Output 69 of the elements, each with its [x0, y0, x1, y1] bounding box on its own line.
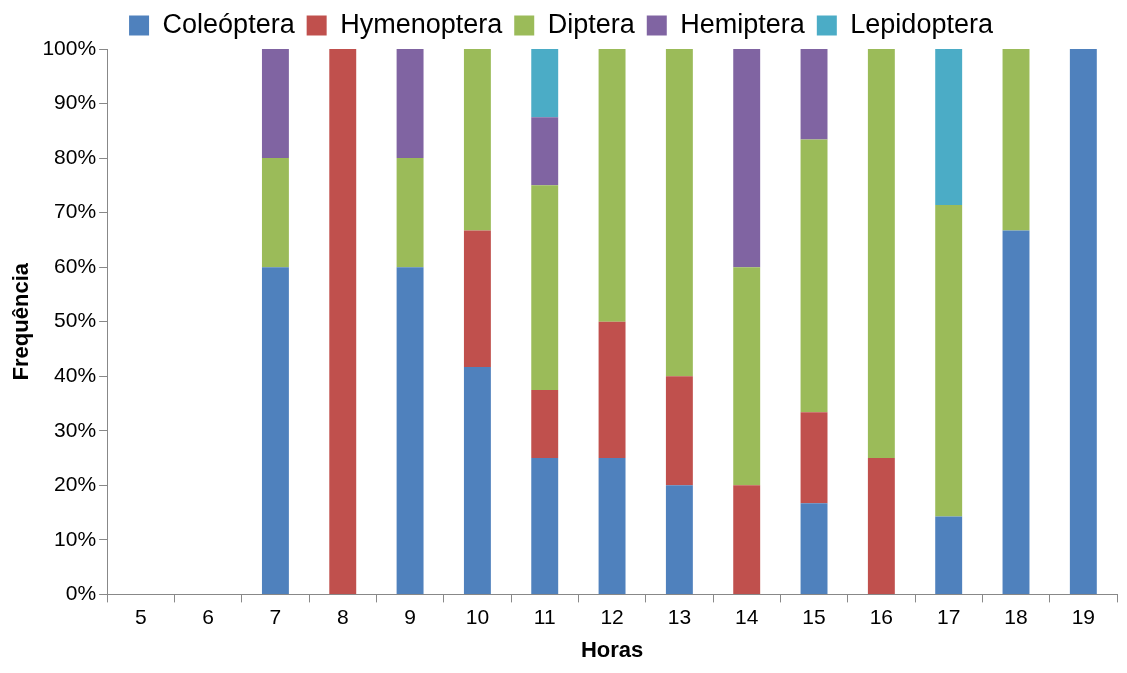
x-tick-label: 19: [1071, 604, 1096, 628]
y-tick-label: 30%: [54, 417, 97, 441]
x-tick-label: 8: [336, 604, 349, 628]
y-tick-label: 60%: [54, 253, 97, 277]
bar: [463, 366, 491, 594]
bar: [261, 158, 289, 268]
x-tick-label: 5: [134, 604, 147, 628]
x-tick-label: 15: [802, 604, 826, 628]
bar: [665, 376, 693, 486]
bar: [1069, 49, 1097, 594]
bar: [261, 49, 289, 159]
x-tick-label: 6: [202, 604, 214, 628]
bar: [261, 267, 289, 594]
bar: [396, 158, 424, 268]
y-tick-label: 100%: [42, 35, 97, 59]
bar: [531, 117, 559, 186]
bar: [598, 49, 626, 322]
bar: [800, 139, 828, 413]
y-tick-label: 20%: [54, 472, 97, 496]
bar: [531, 458, 559, 594]
bar: [935, 516, 963, 594]
bar: [733, 485, 761, 594]
bar: [733, 49, 761, 268]
x-tick-label: 13: [667, 604, 692, 628]
bar: [598, 321, 626, 459]
bar: [463, 49, 491, 231]
y-tick-label: 70%: [54, 199, 97, 223]
x-tick-label: 7: [269, 604, 282, 628]
bar: [867, 458, 895, 594]
bar: [935, 204, 963, 517]
bar: [800, 412, 828, 504]
bar: [1002, 230, 1030, 594]
y-tick-label: 40%: [54, 363, 97, 387]
x-tick-label: 10: [465, 604, 490, 628]
y-tick-label: 0%: [65, 581, 97, 605]
y-tick-label: 80%: [54, 144, 97, 168]
legend-label: Hymenoptera: [340, 8, 504, 39]
bar: [665, 49, 693, 377]
bar: [1002, 49, 1030, 231]
y-tick-label: 10%: [54, 526, 97, 550]
x-tick-label: 16: [869, 604, 894, 628]
legend-label: Diptera: [547, 8, 636, 39]
bar: [733, 267, 761, 486]
x-tick-label: 14: [735, 604, 759, 628]
x-tick-label: 12: [600, 604, 624, 628]
y-axis-title: Frequência: [8, 262, 34, 381]
bar: [665, 485, 693, 594]
bar: [396, 49, 424, 159]
bar: [867, 49, 895, 459]
x-tick-label: 9: [404, 604, 416, 628]
x-axis-title: Horas: [580, 636, 644, 662]
bar: [396, 267, 424, 594]
x-tick-label: 17: [937, 604, 961, 628]
bar: [531, 185, 559, 390]
bar: [531, 49, 559, 118]
bar: [598, 458, 626, 594]
x-tick-label: 11: [533, 604, 556, 628]
bar: [329, 49, 357, 594]
bar: [800, 503, 828, 594]
bar: [935, 49, 963, 205]
bar: [531, 389, 559, 459]
legend-label: Lepidoptera: [850, 8, 994, 39]
legend-label: Coleóptera: [162, 8, 296, 39]
bar: [800, 49, 828, 140]
y-tick-label: 90%: [54, 90, 97, 114]
y-tick-label: 50%: [54, 308, 97, 332]
legend-label: Hemiptera: [680, 8, 806, 39]
bar: [463, 230, 491, 367]
x-tick-label: 18: [1004, 604, 1028, 628]
